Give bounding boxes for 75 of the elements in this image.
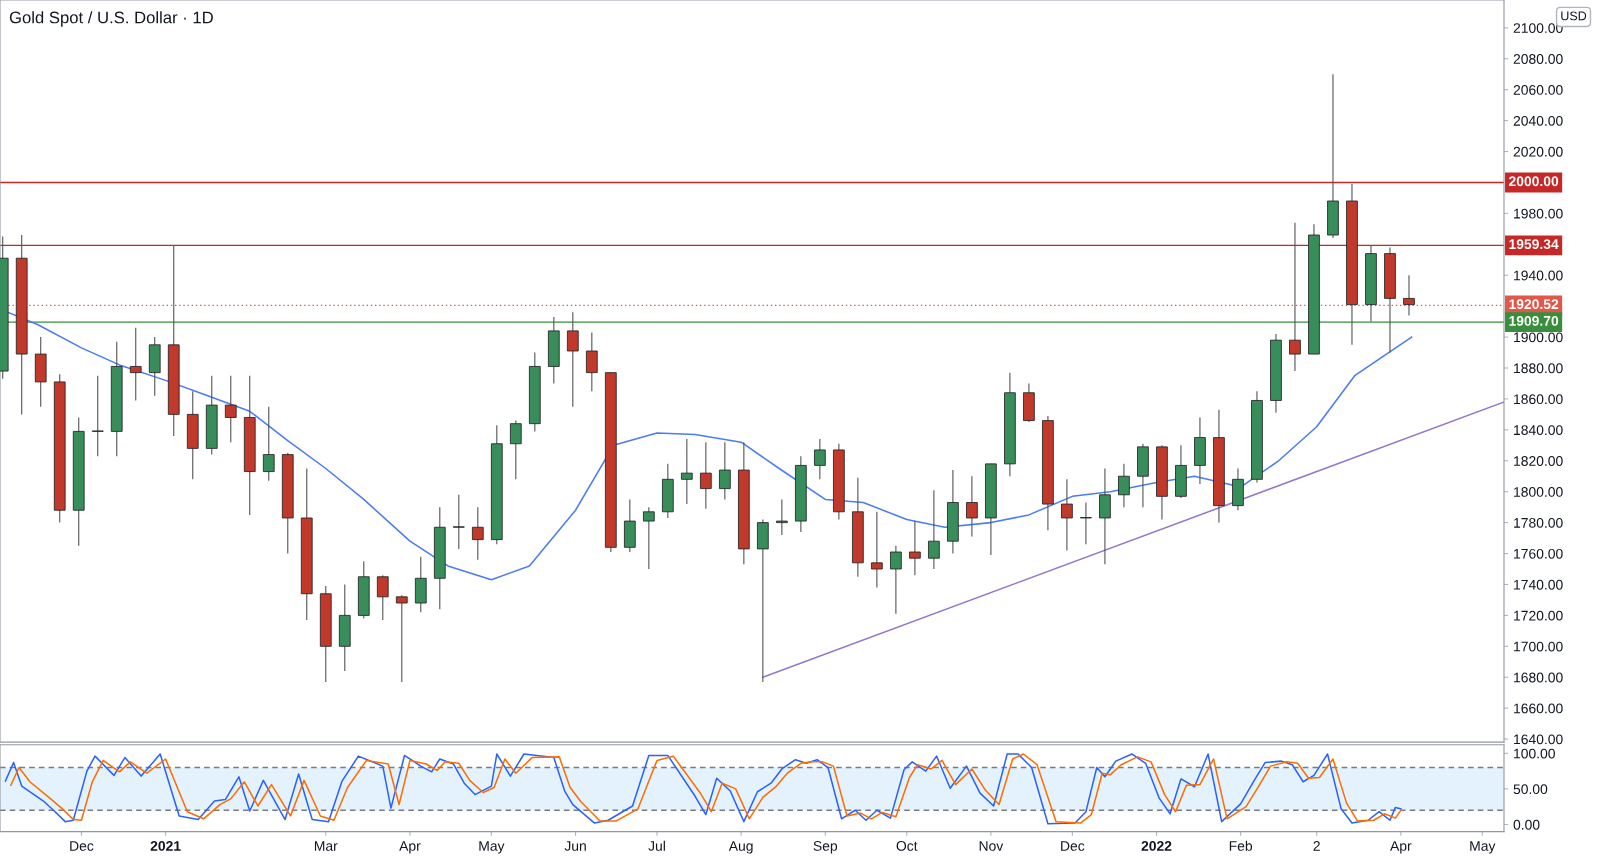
candlestick xyxy=(642,506,655,570)
y-tick-label: 1760.00 xyxy=(1514,548,1563,559)
y-tick-label: 1980.00 xyxy=(1514,208,1563,219)
candlestick xyxy=(871,511,883,589)
y-tick-label: 100.00 xyxy=(1514,748,1555,759)
y-tick-label: 2040.00 xyxy=(1513,115,1563,126)
x-tick-label: Jun xyxy=(564,841,586,851)
candlestick xyxy=(129,327,142,402)
y-tick-label: 1780.00 xyxy=(1514,517,1563,528)
x-tick-label: Nov xyxy=(979,841,1004,851)
line-series xyxy=(7,311,1413,581)
candlestick xyxy=(452,494,465,550)
ref-line-label: 1959.34 xyxy=(1509,239,1559,250)
y-tick-label: 2020.00 xyxy=(1513,146,1563,157)
x-tick-label: Mar xyxy=(314,841,338,851)
y-tick-label: 1800.00 xyxy=(1514,487,1563,497)
x-tick-label: 2 xyxy=(1313,841,1320,851)
y-tick-label: 1700.00 xyxy=(1514,641,1563,652)
candlestick xyxy=(776,498,788,536)
candlestick xyxy=(1080,501,1092,545)
x-tick-label: Oct xyxy=(896,841,918,851)
candlestick xyxy=(509,420,522,480)
x-tick-label: Jul xyxy=(648,840,665,851)
candlestick xyxy=(566,311,579,408)
y-tick-label: 2060.00 xyxy=(1513,85,1563,95)
candlestick xyxy=(395,594,408,683)
candlestick xyxy=(1118,463,1130,508)
text: USD xyxy=(1561,11,1587,21)
ref-line-label: 1909.70 xyxy=(1509,315,1559,326)
x-tick-label: Apr xyxy=(399,841,421,854)
x-tick-label: May xyxy=(1470,841,1496,854)
y-tick-label: 1860.00 xyxy=(1514,394,1563,405)
y-tick-label: 1940.00 xyxy=(1514,270,1563,281)
y-tick-label: 50.00 xyxy=(1513,784,1548,795)
x-tick-label: 2021 xyxy=(150,841,181,851)
candlestick xyxy=(91,375,104,457)
y-tick-label: 1900.00 xyxy=(1514,332,1563,343)
candlestick xyxy=(966,475,978,538)
candlestick xyxy=(1403,274,1415,316)
candlestick xyxy=(1099,467,1111,565)
candlestick xyxy=(1061,478,1073,552)
y-tick-label: 1820.00 xyxy=(1514,456,1563,466)
ref-line-label: 2000.00 xyxy=(1508,176,1559,187)
y-tick-label: 1660.00 xyxy=(1514,703,1563,714)
y-tick-label: 1880.00 xyxy=(1514,363,1563,374)
x-tick-label: May xyxy=(479,841,505,854)
candlestick xyxy=(814,438,826,480)
x-tick-label: Dec xyxy=(1061,841,1085,851)
candlestick xyxy=(471,506,484,561)
candlestick xyxy=(909,520,921,576)
candlestick xyxy=(928,489,940,570)
candlestick xyxy=(700,441,712,510)
candlestick xyxy=(1289,222,1301,372)
y-tick-label: 1640.00 xyxy=(1514,734,1563,745)
y-tick-label: 1840.00 xyxy=(1514,425,1563,436)
x-tick-label: Aug xyxy=(728,841,753,854)
x-tick-label: Apr xyxy=(1390,841,1412,854)
y-tick-label: 1720.00 xyxy=(1514,610,1563,621)
candlestick xyxy=(262,406,275,482)
ref-line-label: 1920.52 xyxy=(1509,299,1559,310)
candlestick xyxy=(890,545,902,615)
text: Gold Spot / U.S. Dollar · 1D xyxy=(9,11,213,27)
x-tick-label: Feb xyxy=(1229,840,1253,851)
y-tick-label: 1680.00 xyxy=(1514,672,1563,683)
candlestick xyxy=(585,331,598,392)
candlestick xyxy=(681,438,693,505)
x-tick-label: Dec xyxy=(70,841,94,851)
x-tick-label: 2022 xyxy=(1141,841,1172,851)
candlestick xyxy=(376,574,389,621)
x-tick-label: Sep xyxy=(813,841,838,854)
candlestick xyxy=(719,441,731,500)
candlestick xyxy=(224,375,237,443)
y-tick-label: 2080.00 xyxy=(1513,54,1563,64)
y-tick-label: 1740.00 xyxy=(1514,579,1563,590)
y-tick-label: 0.00 xyxy=(1513,819,1540,830)
